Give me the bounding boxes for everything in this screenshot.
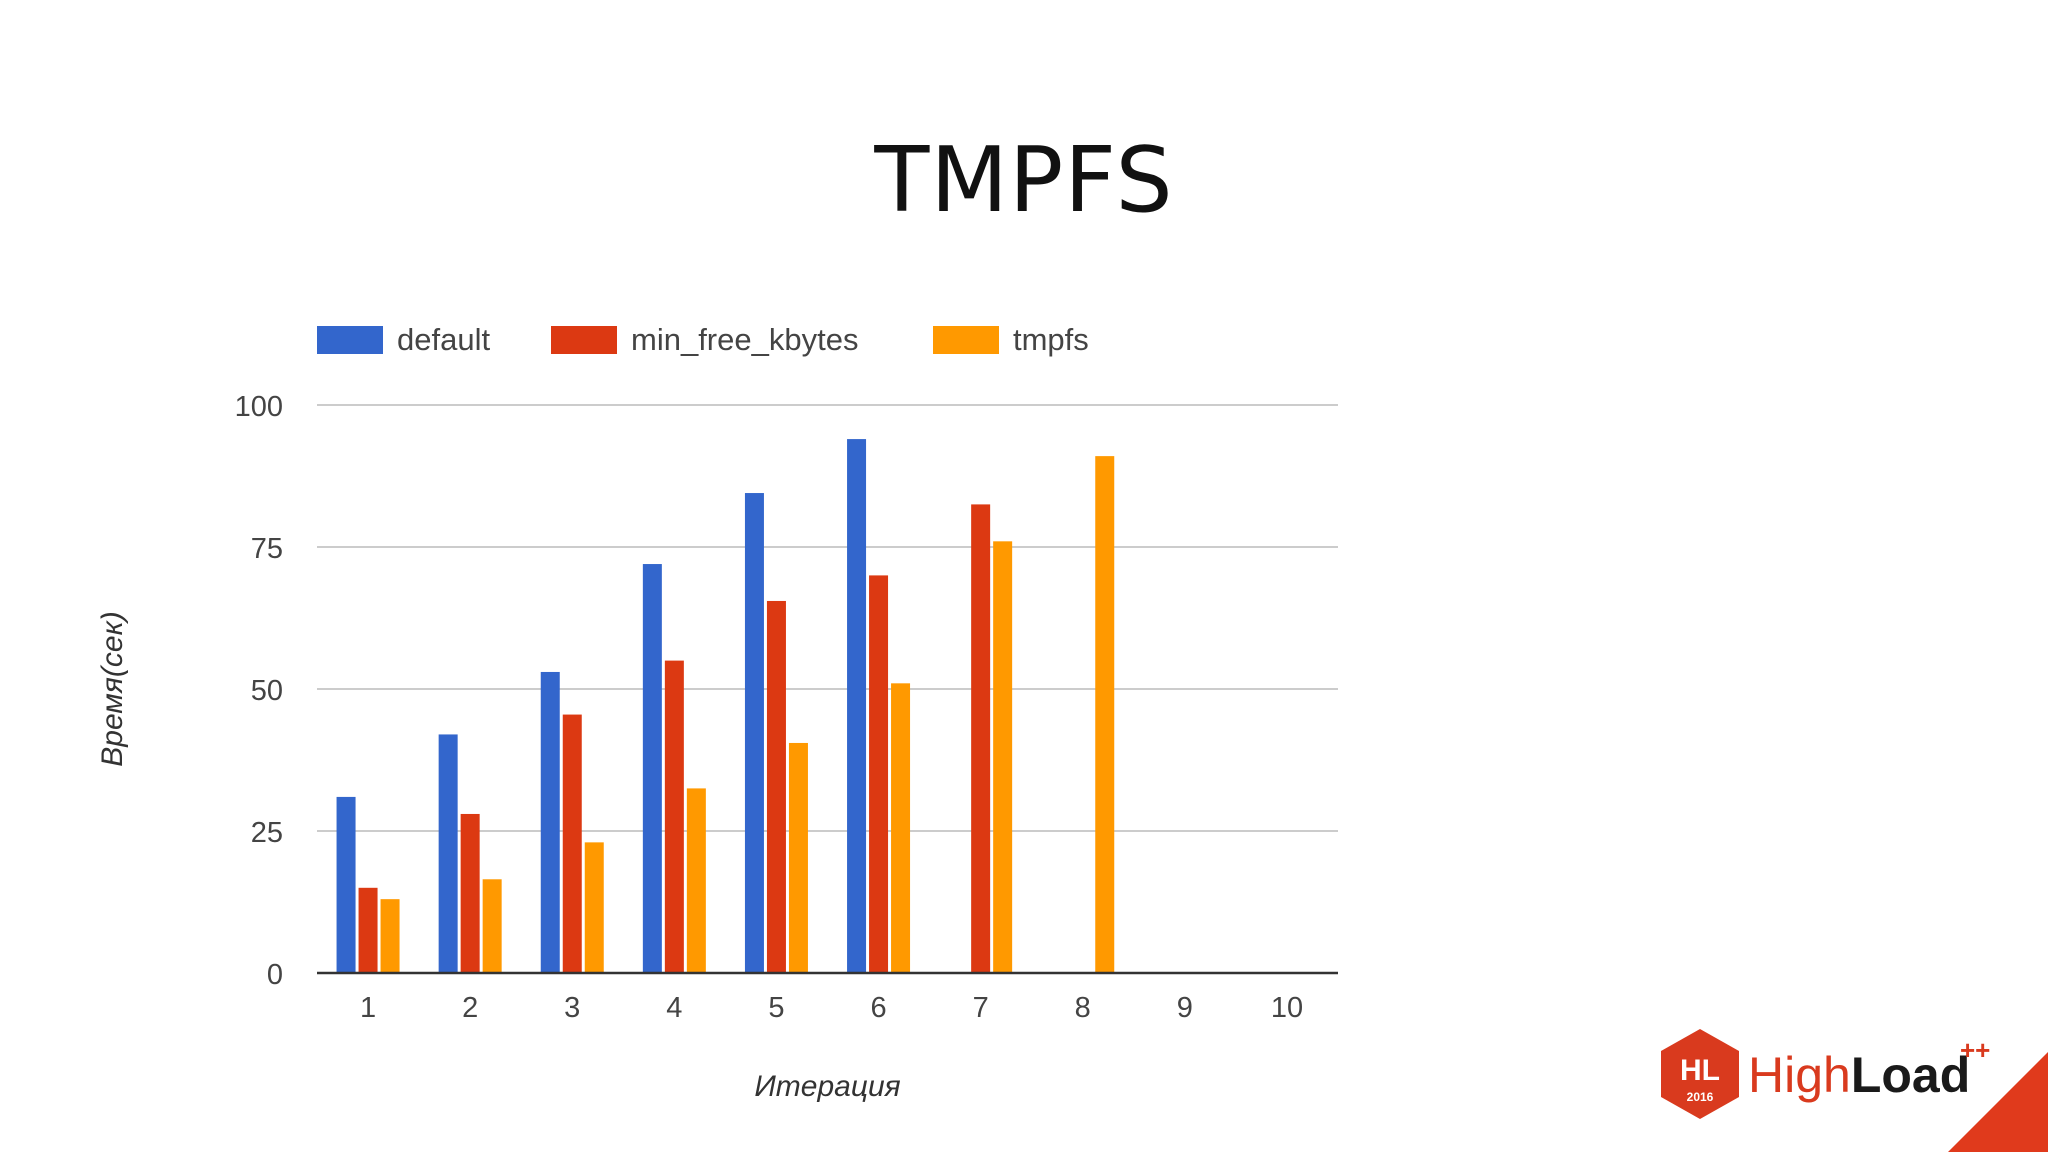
x-tick-label: 4 bbox=[666, 992, 682, 1024]
bar-min-free-kbytes bbox=[562, 714, 582, 973]
bar-min-free-kbytes bbox=[766, 600, 786, 973]
bar-tmpfs bbox=[686, 788, 706, 973]
y-tick-label: 0 bbox=[267, 959, 283, 991]
x-tick-label: 3 bbox=[564, 992, 580, 1024]
bar-default bbox=[847, 439, 867, 974]
logo-badge: HL bbox=[1680, 1054, 1720, 1087]
logo-name-bold: Load bbox=[1850, 1047, 1971, 1103]
bars bbox=[336, 439, 1115, 974]
logo-superscript: ++ bbox=[1960, 1035, 1991, 1065]
bar-default bbox=[540, 671, 560, 973]
logo-year: 2016 bbox=[1687, 1090, 1714, 1104]
bar-default bbox=[744, 493, 764, 973]
axes: 0 25 50 75 100 1 2 3 4 5 6 7 8 9 10 bbox=[235, 391, 1338, 1024]
bar-min-free-kbytes bbox=[869, 575, 889, 973]
x-tick-label: 2 bbox=[462, 992, 478, 1024]
bar-tmpfs bbox=[891, 683, 911, 973]
bar-min-free-kbytes bbox=[460, 813, 480, 973]
legend-swatch bbox=[551, 326, 617, 354]
bar-tmpfs bbox=[993, 541, 1013, 973]
y-tick-label: 100 bbox=[235, 391, 283, 423]
x-tick-label: 9 bbox=[1177, 992, 1193, 1024]
bar-tmpfs bbox=[584, 842, 604, 973]
highload-logo: HL 2016 bbox=[1661, 1029, 1739, 1119]
legend-swatch bbox=[933, 326, 999, 354]
corner-decoration bbox=[1948, 1052, 2048, 1152]
legend-label: default bbox=[397, 322, 490, 357]
y-tick-label: 75 bbox=[251, 533, 283, 565]
bar-min-free-kbytes bbox=[358, 887, 378, 973]
x-tick-label: 8 bbox=[1075, 992, 1091, 1024]
bar-default bbox=[438, 734, 458, 973]
bar-min-free-kbytes bbox=[664, 660, 684, 973]
bar-tmpfs bbox=[788, 742, 808, 973]
slide-title: TMPFS bbox=[874, 128, 1174, 233]
legend-label: min_free_kbytes bbox=[631, 322, 858, 357]
legend-swatch bbox=[317, 326, 383, 354]
bar-tmpfs bbox=[1095, 456, 1115, 973]
legend-label: tmpfs bbox=[1013, 322, 1089, 357]
y-tick-label: 50 bbox=[251, 675, 283, 707]
x-tick-label: 6 bbox=[870, 992, 886, 1024]
x-tick-label: 1 bbox=[360, 992, 376, 1024]
y-tick-label: 25 bbox=[251, 817, 283, 849]
bar-tmpfs bbox=[482, 879, 502, 973]
legend: default min_free_kbytes tmpfs bbox=[317, 322, 1089, 357]
x-axis-label: Итерация bbox=[754, 1070, 900, 1103]
bar-default bbox=[336, 796, 356, 973]
bar-tmpfs bbox=[380, 899, 400, 973]
grid-lines bbox=[317, 404, 1338, 832]
x-tick-label: 10 bbox=[1271, 992, 1303, 1024]
bar-default bbox=[642, 564, 662, 973]
x-tick-label: 7 bbox=[973, 992, 989, 1024]
hexagon-icon bbox=[1661, 1029, 1739, 1119]
bar-min-free-kbytes bbox=[971, 504, 991, 973]
logo-name-light: High bbox=[1748, 1047, 1851, 1103]
y-axis-label: Время(сек) bbox=[96, 611, 129, 766]
x-tick-label: 5 bbox=[768, 992, 784, 1024]
logo-wordmark: HighLoad bbox=[1748, 1040, 1970, 1110]
